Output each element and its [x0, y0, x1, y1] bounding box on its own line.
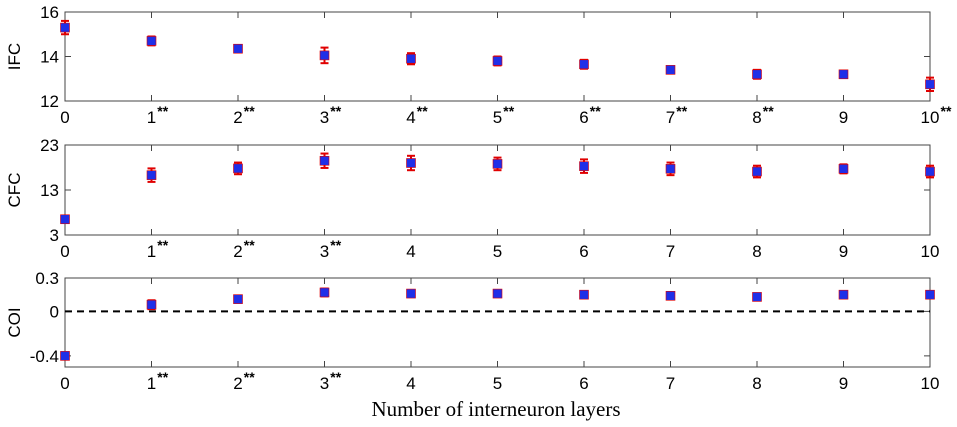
- x-tick-label: 1: [147, 108, 156, 127]
- data-point: [665, 290, 676, 301]
- x-tick-label: 1: [147, 242, 156, 261]
- x-tick-label: 7: [666, 374, 675, 393]
- x-tick-label: 0: [60, 242, 69, 261]
- x-tick-label: 10: [921, 108, 940, 127]
- x-tick-label: 4: [406, 374, 415, 393]
- x-tick-label: 6: [579, 108, 588, 127]
- y-tick-label: 16: [40, 3, 59, 22]
- data-point: [838, 69, 849, 80]
- significance-marker: **: [763, 103, 774, 119]
- x-tick-label: 0: [60, 108, 69, 127]
- x-tick-label: 6: [579, 374, 588, 393]
- x-tick-label: 3: [320, 374, 329, 393]
- significance-marker: **: [676, 103, 687, 119]
- x-tick-label: 3: [320, 108, 329, 127]
- significance-marker: **: [417, 103, 428, 119]
- data-point: [60, 351, 70, 361]
- significance-marker: **: [244, 103, 255, 119]
- data-point: [579, 289, 589, 300]
- significance-marker: **: [330, 369, 341, 385]
- significance-marker: **: [244, 369, 255, 385]
- y-tick-label: 14: [40, 48, 59, 67]
- significance-marker: **: [590, 103, 601, 119]
- data-point: [319, 50, 330, 61]
- x-tick-label: 6: [579, 242, 588, 261]
- data-point: [665, 164, 676, 174]
- data-point: [838, 164, 849, 174]
- significance-marker: **: [157, 369, 168, 385]
- significance-marker: **: [941, 103, 952, 119]
- y-tick-label: 0.3: [35, 269, 59, 288]
- x-axis-label: Number of interneuron layers: [372, 397, 621, 421]
- data-point: [838, 289, 849, 300]
- data-point: [492, 288, 503, 299]
- data-point: [60, 214, 70, 225]
- x-tick-label: 8: [752, 374, 761, 393]
- data-point: [752, 69, 762, 80]
- x-tick-label: 2: [233, 242, 242, 261]
- x-tick-label: 7: [666, 242, 675, 261]
- data-point: [579, 161, 589, 171]
- x-tick-label: 4: [406, 242, 415, 261]
- x-tick-label: 10: [921, 242, 940, 261]
- significance-marker: **: [157, 103, 168, 119]
- y-tick-label: -0.4: [30, 347, 59, 366]
- y-tick-label: 3: [50, 226, 59, 245]
- x-tick-label: 5: [493, 108, 502, 127]
- x-tick-label: 8: [752, 108, 761, 127]
- data-point: [233, 163, 243, 174]
- data-point: [60, 22, 70, 33]
- x-tick-label: 2: [233, 374, 242, 393]
- x-tick-label: 7: [666, 108, 675, 127]
- x-tick-label: 2: [233, 108, 242, 127]
- x-tick-label: 4: [406, 108, 415, 127]
- data-point: [665, 65, 676, 75]
- y-axis-label: CFC: [5, 173, 24, 208]
- y-tick-label: 12: [40, 92, 59, 111]
- y-tick-label: 23: [40, 136, 59, 155]
- data-point: [146, 36, 157, 46]
- data-point: [319, 155, 330, 166]
- y-axis-label: IFC: [5, 43, 24, 70]
- data-point: [233, 43, 243, 54]
- data-point: [492, 159, 503, 169]
- x-tick-label: 5: [493, 374, 502, 393]
- x-tick-label: 8: [752, 242, 761, 261]
- y-axis-label: COI: [5, 307, 24, 337]
- x-tick-label: 9: [839, 374, 848, 393]
- x-tick-label: 5: [493, 242, 502, 261]
- x-tick-label: 10: [921, 374, 940, 393]
- significance-marker: **: [244, 237, 255, 253]
- x-tick-label: 3: [320, 242, 329, 261]
- data-point: [492, 56, 503, 66]
- data-point: [233, 294, 243, 304]
- data-point: [146, 299, 157, 310]
- data-point: [146, 170, 157, 180]
- significance-marker: **: [330, 103, 341, 119]
- significance-marker: **: [503, 103, 514, 119]
- x-tick-label: 9: [839, 108, 848, 127]
- data-point: [406, 288, 416, 299]
- data-point: [925, 166, 935, 177]
- significance-marker: **: [157, 237, 168, 253]
- data-point: [406, 53, 416, 64]
- data-point: [752, 292, 762, 302]
- y-tick-label: 0: [50, 302, 59, 321]
- significance-marker: **: [330, 237, 341, 253]
- y-tick-label: 13: [40, 181, 59, 200]
- data-point: [925, 289, 935, 300]
- data-point: [319, 287, 330, 298]
- data-point: [925, 79, 935, 90]
- data-point: [752, 166, 762, 177]
- x-tick-label: 9: [839, 242, 848, 261]
- x-tick-label: 1: [147, 374, 156, 393]
- data-point: [579, 59, 589, 70]
- data-point: [406, 158, 416, 168]
- x-tick-label: 0: [60, 374, 69, 393]
